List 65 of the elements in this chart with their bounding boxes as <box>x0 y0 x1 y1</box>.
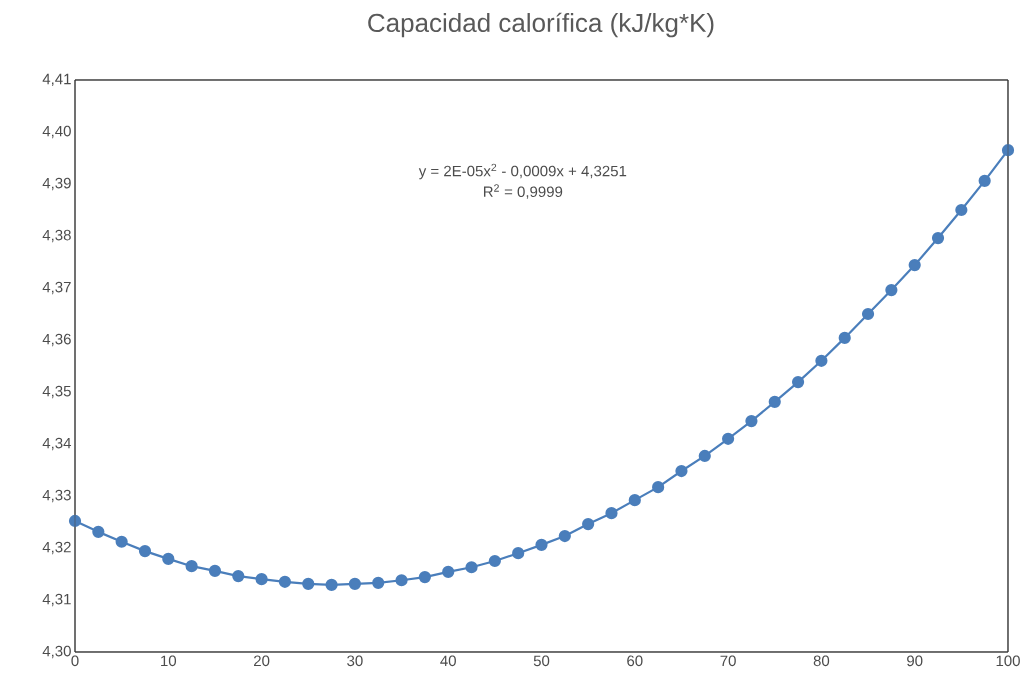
point <box>815 354 828 367</box>
point <box>92 525 105 538</box>
point <box>348 577 361 590</box>
y-tick-label: 4,33 <box>42 489 71 503</box>
point <box>955 203 968 217</box>
point <box>931 231 945 245</box>
y-tick-label: 4,31 <box>42 593 71 607</box>
point <box>605 507 618 520</box>
point <box>908 259 921 272</box>
point <box>978 174 991 187</box>
point <box>582 517 595 531</box>
y-tick-label: 4,40 <box>42 125 71 139</box>
point <box>652 481 665 494</box>
y-tick-label: 4,32 <box>42 541 71 555</box>
x-tick-label: 10 <box>161 655 177 667</box>
x-tick-label: 40 <box>440 655 456 667</box>
point <box>185 560 198 573</box>
x-tick-label: 30 <box>347 655 363 667</box>
point <box>442 565 455 578</box>
y-tick-label: 4,34 <box>42 437 72 451</box>
point <box>512 547 525 560</box>
point <box>325 578 338 592</box>
point <box>488 554 501 568</box>
point <box>745 415 758 428</box>
x-tick-label: 60 <box>627 655 643 667</box>
point <box>838 331 851 345</box>
point <box>628 494 641 507</box>
point <box>232 569 245 583</box>
point <box>418 571 431 584</box>
annotation: R$^{2}$ = 0,9999 <box>483 184 563 199</box>
point <box>255 573 268 586</box>
y-tick-label: 4,37 <box>42 281 71 295</box>
x-tick-label: 80 <box>813 655 830 667</box>
point <box>861 307 875 321</box>
point <box>722 432 735 445</box>
point <box>768 395 781 408</box>
point <box>138 545 152 558</box>
x-tick-label: 0 <box>71 655 79 667</box>
point <box>791 376 805 389</box>
point <box>162 552 175 566</box>
y-tick-label: 4,41 <box>42 73 71 87</box>
chart-title: Capacidad calorífica (kJ/kg*K) <box>368 12 714 38</box>
point <box>675 464 688 478</box>
x-tick-label: 50 <box>533 655 550 667</box>
x-tick-label: 90 <box>907 655 923 667</box>
point <box>885 283 898 297</box>
point <box>395 574 408 587</box>
y-tick-label: 4,39 <box>42 177 71 191</box>
y-tick-label: 4,30 <box>42 645 71 659</box>
point <box>465 561 478 574</box>
point <box>372 576 385 589</box>
point <box>698 449 711 463</box>
point <box>535 538 548 551</box>
point <box>302 577 315 590</box>
x-tick-label: 100 <box>996 655 1020 667</box>
point <box>278 575 292 588</box>
x-tick-label: 70 <box>720 655 736 667</box>
point <box>208 564 222 577</box>
point <box>558 529 571 543</box>
y-tick-label: 4,38 <box>42 229 71 243</box>
y-tick-label: 4,35 <box>42 385 71 399</box>
annotation: y = 2E-05x$^{2}$ - 0,0009x + 4,3251 <box>418 163 627 180</box>
point <box>115 535 128 548</box>
y-tick-label: 4,36 <box>42 333 71 347</box>
x-tick-label: 20 <box>254 655 270 667</box>
